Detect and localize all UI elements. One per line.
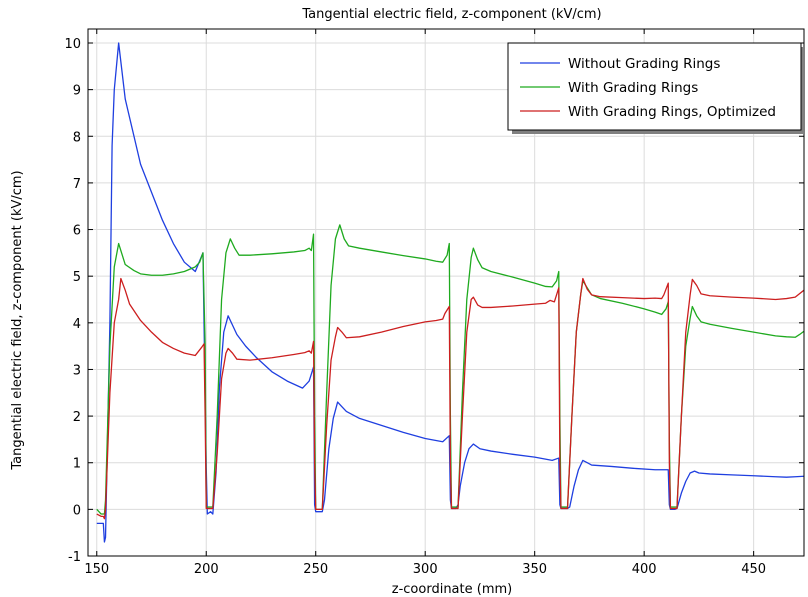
x-tick-label: 300	[413, 562, 438, 577]
legend-label-1: With Grading Rings	[568, 80, 698, 96]
y-tick-label: 9	[73, 84, 81, 99]
x-axis-title: z-coordinate (mm)	[392, 582, 512, 597]
y-tick-label: 10	[64, 37, 81, 52]
x-tick-label: 200	[194, 562, 219, 577]
y-tick-label: 2	[73, 410, 81, 425]
legend-label-2: With Grading Rings, Optimized	[568, 104, 776, 120]
y-tick-label: 5	[73, 270, 81, 285]
plot-series	[96, 42, 804, 543]
x-tick-label: 150	[84, 562, 109, 577]
y-tick-label: 3	[73, 363, 81, 378]
y-tick-label: 1	[73, 457, 81, 472]
x-tick-label: 450	[741, 562, 766, 577]
plot-frame	[87, 28, 805, 557]
y-tick-label: -1	[68, 550, 81, 565]
axis-ticks: 150 200 250 300 350 400 450 -1 0 1 2 3 4 5 6 7 8 9 10	[64, 29, 804, 577]
y-tick-label: 4	[73, 317, 81, 332]
legend: Without Grading Rings With Grading Rings W…	[507, 42, 805, 134]
legend-label-0: Without Grading Rings	[568, 56, 720, 72]
y-tick-label: 0	[73, 503, 81, 518]
series-line-2	[96, 277, 804, 520]
x-tick-label: 350	[522, 562, 547, 577]
y-tick-label: 8	[73, 130, 81, 145]
y-axis-title: Tangential electric field, z-component (…	[10, 170, 25, 470]
x-tick-label: 400	[632, 562, 657, 577]
chart-title: Tangential electric field, z-component (…	[301, 7, 601, 22]
y-tick-label: 7	[73, 177, 81, 192]
x-tick-label: 250	[303, 562, 328, 577]
y-tick-label: 6	[73, 224, 81, 239]
